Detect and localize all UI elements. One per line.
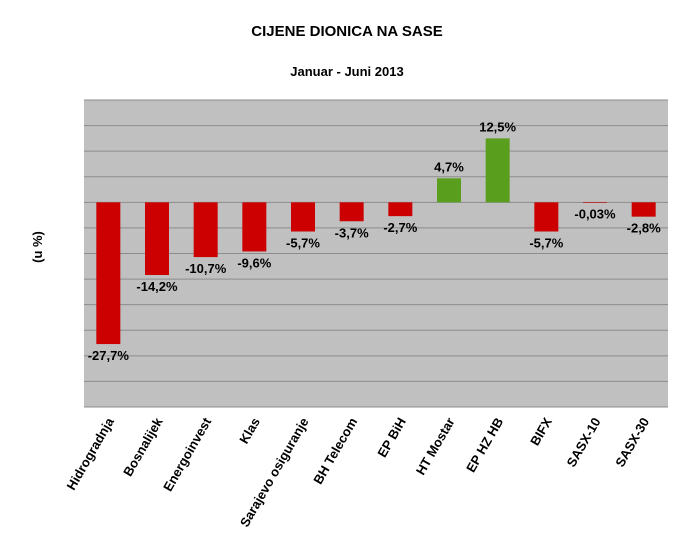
bar — [242, 202, 267, 252]
data-label: 12,5% — [479, 119, 516, 134]
x-tick-label: Energoinvest — [160, 414, 215, 493]
bars — [96, 138, 656, 345]
bar — [193, 202, 218, 258]
bar — [291, 202, 315, 232]
x-tick-label: EP BiH — [374, 415, 409, 460]
x-tick-label: BIFX — [527, 415, 555, 448]
x-tick-label: Bosnalijek — [120, 414, 166, 478]
bar — [583, 202, 607, 203]
data-label: -5,7% — [286, 235, 320, 250]
bar — [437, 178, 461, 203]
x-tick-label: SASX-30 — [612, 415, 652, 469]
data-label: -3,7% — [335, 225, 369, 240]
data-label: -14,2% — [136, 279, 178, 294]
x-tick-label: BH Telecom — [310, 415, 360, 487]
bar — [145, 202, 169, 275]
data-label: -2,8% — [627, 221, 661, 236]
y-axis-label: (u %) — [30, 231, 45, 263]
data-label: -27,7% — [88, 348, 130, 363]
x-tick-label: EP HZ HB — [463, 415, 506, 475]
bar — [485, 138, 510, 203]
bar — [96, 202, 121, 345]
gridlines — [84, 99, 668, 408]
data-labels: -27,7% -14,2% -10,7% -9,6% -5,7% -3,7% -2,7% 4,… — [88, 119, 661, 363]
bar — [631, 202, 656, 217]
chart-title: CIJENE DIONICA NA SASE — [251, 23, 442, 40]
data-label: -2,7% — [383, 220, 417, 235]
x-tick-label: HT Mostar — [413, 415, 458, 478]
data-label: 4,7% — [434, 159, 464, 174]
data-label: -9,6% — [237, 255, 271, 270]
x-tick-label: Klas — [236, 415, 263, 446]
data-label: -0,03% — [574, 206, 616, 221]
bar — [339, 202, 364, 222]
x-tick-label: Hidrogradnja — [63, 414, 117, 492]
chart-subtitle: Januar - Juni 2013 — [290, 64, 403, 79]
data-label: -5,7% — [529, 235, 563, 250]
x-tick-label: SASX-10 — [564, 415, 604, 469]
bar — [388, 202, 413, 217]
data-label: -10,7% — [185, 261, 227, 276]
bar — [534, 202, 559, 232]
